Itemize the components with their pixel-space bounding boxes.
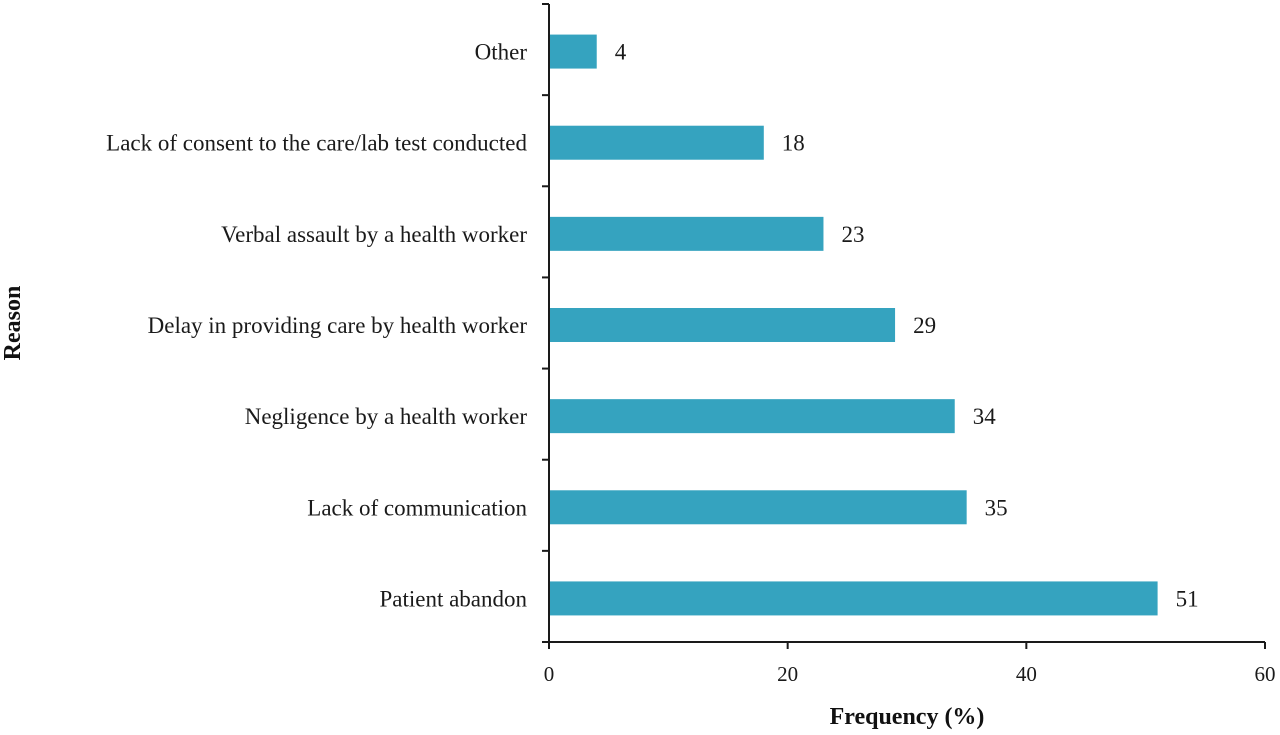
x-tick-label: 60 [1255,662,1276,686]
x-tick-label: 20 [777,662,798,686]
value-labels-group: 51 35 34 29 23 18 4 [615,40,1199,612]
data-label: 23 [841,222,864,247]
y-axis-title: Reason [0,286,26,361]
x-tick-label: 0 [544,662,555,686]
bar [550,125,764,160]
x-axis-title: Frequency (%) [830,704,985,730]
data-label: 51 [1176,586,1199,611]
bar [550,216,824,251]
category-label: Other [475,40,528,65]
category-label: Negligence by a health worker [245,404,528,429]
category-label: Delay in providing care by health worker [148,313,528,338]
bars-group [550,34,1158,616]
data-label: 18 [782,131,805,156]
category-labels-group: Patient abandon Lack of communication Negl… [106,40,527,612]
data-label: 35 [985,495,1008,520]
bar [550,308,896,342]
bar [550,490,967,525]
x-tick-label: 40 [1016,662,1037,686]
x-ticks-group: 0 20 40 60 [544,642,1276,686]
bar [550,34,597,69]
category-label: Lack of communication [307,495,527,520]
bar [550,581,1158,616]
data-label: 34 [973,404,997,429]
data-label: 4 [615,40,627,65]
bar [550,399,955,434]
category-label: Lack of consent to the care/lab test con… [106,131,527,156]
category-label: Verbal assault by a health worker [221,222,527,247]
category-label: Patient abandon [379,586,527,611]
data-label: 29 [913,313,936,338]
axes-group [542,3,1265,643]
